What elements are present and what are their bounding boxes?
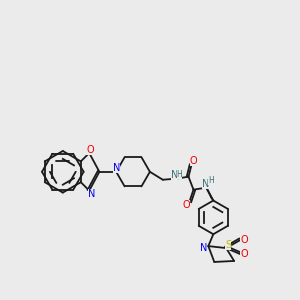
Text: O: O xyxy=(240,235,248,245)
Text: O: O xyxy=(183,200,190,211)
Text: H: H xyxy=(208,176,214,185)
Text: O: O xyxy=(86,145,94,155)
Text: N: N xyxy=(88,189,95,199)
Text: H: H xyxy=(177,170,182,179)
Text: O: O xyxy=(240,249,248,259)
Text: N: N xyxy=(200,243,207,253)
Text: S: S xyxy=(225,240,231,250)
Text: N: N xyxy=(171,170,178,180)
Text: N: N xyxy=(202,179,209,189)
Text: O: O xyxy=(190,156,197,166)
Text: N: N xyxy=(112,163,120,173)
